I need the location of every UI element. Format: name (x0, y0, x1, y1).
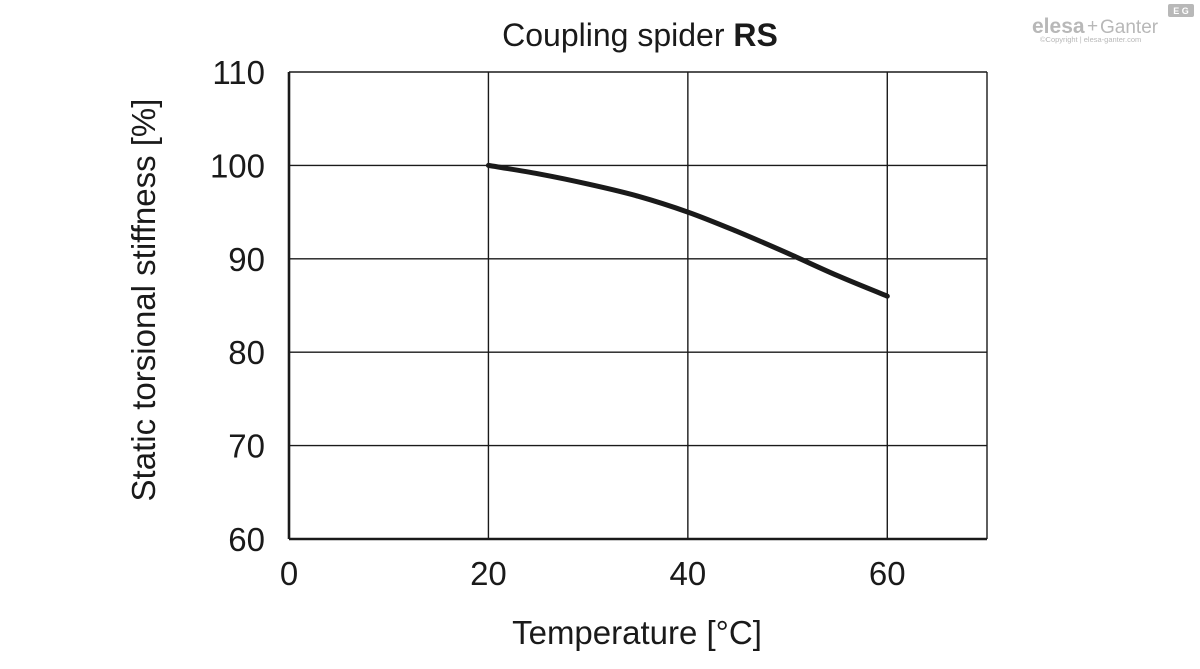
x-tick-label: 20 (470, 555, 507, 592)
x-tick-labels: 0 20 40 60 (280, 555, 906, 592)
plot-frame (287, 72, 987, 541)
x-tick-label: 0 (280, 555, 298, 592)
logo-plus-text: + (1087, 16, 1098, 37)
y-tick-label: 100 (210, 147, 265, 184)
brand-logo: elesa + Ganter E G ©Copyright | elesa-ga… (1032, 4, 1194, 44)
logo-badge (1168, 4, 1194, 17)
y-tick-label: 110 (212, 54, 265, 91)
logo-brand2-text: Ganter (1100, 17, 1159, 38)
y-tick-label: 80 (228, 334, 265, 371)
y-tick-label: 70 (228, 428, 265, 465)
logo-copyright-text: ©Copyright | elesa-ganter.com (1040, 35, 1141, 44)
y-tick-labels: 60 70 80 90 100 110 (210, 54, 265, 558)
chart-title-bold: RS (733, 17, 777, 53)
grid-lines (288, 71, 988, 540)
y-axis-label: Static torsional stiffness [%] (125, 99, 162, 502)
chart-title: Coupling spider RS (502, 17, 778, 53)
y-tick-label: 90 (228, 241, 265, 278)
x-tick-label: 40 (669, 555, 706, 592)
series-lines (485, 162, 890, 299)
x-axis-label: Temperature [°C] (512, 614, 762, 651)
y-tick-label: 60 (228, 521, 265, 558)
x-tick-label: 60 (869, 555, 906, 592)
series-line-0 (485, 162, 890, 299)
logo-badge-text: E G (1173, 6, 1189, 16)
logo-brand-text: elesa (1032, 15, 1085, 38)
chart-title-main: Coupling spider (502, 17, 725, 53)
